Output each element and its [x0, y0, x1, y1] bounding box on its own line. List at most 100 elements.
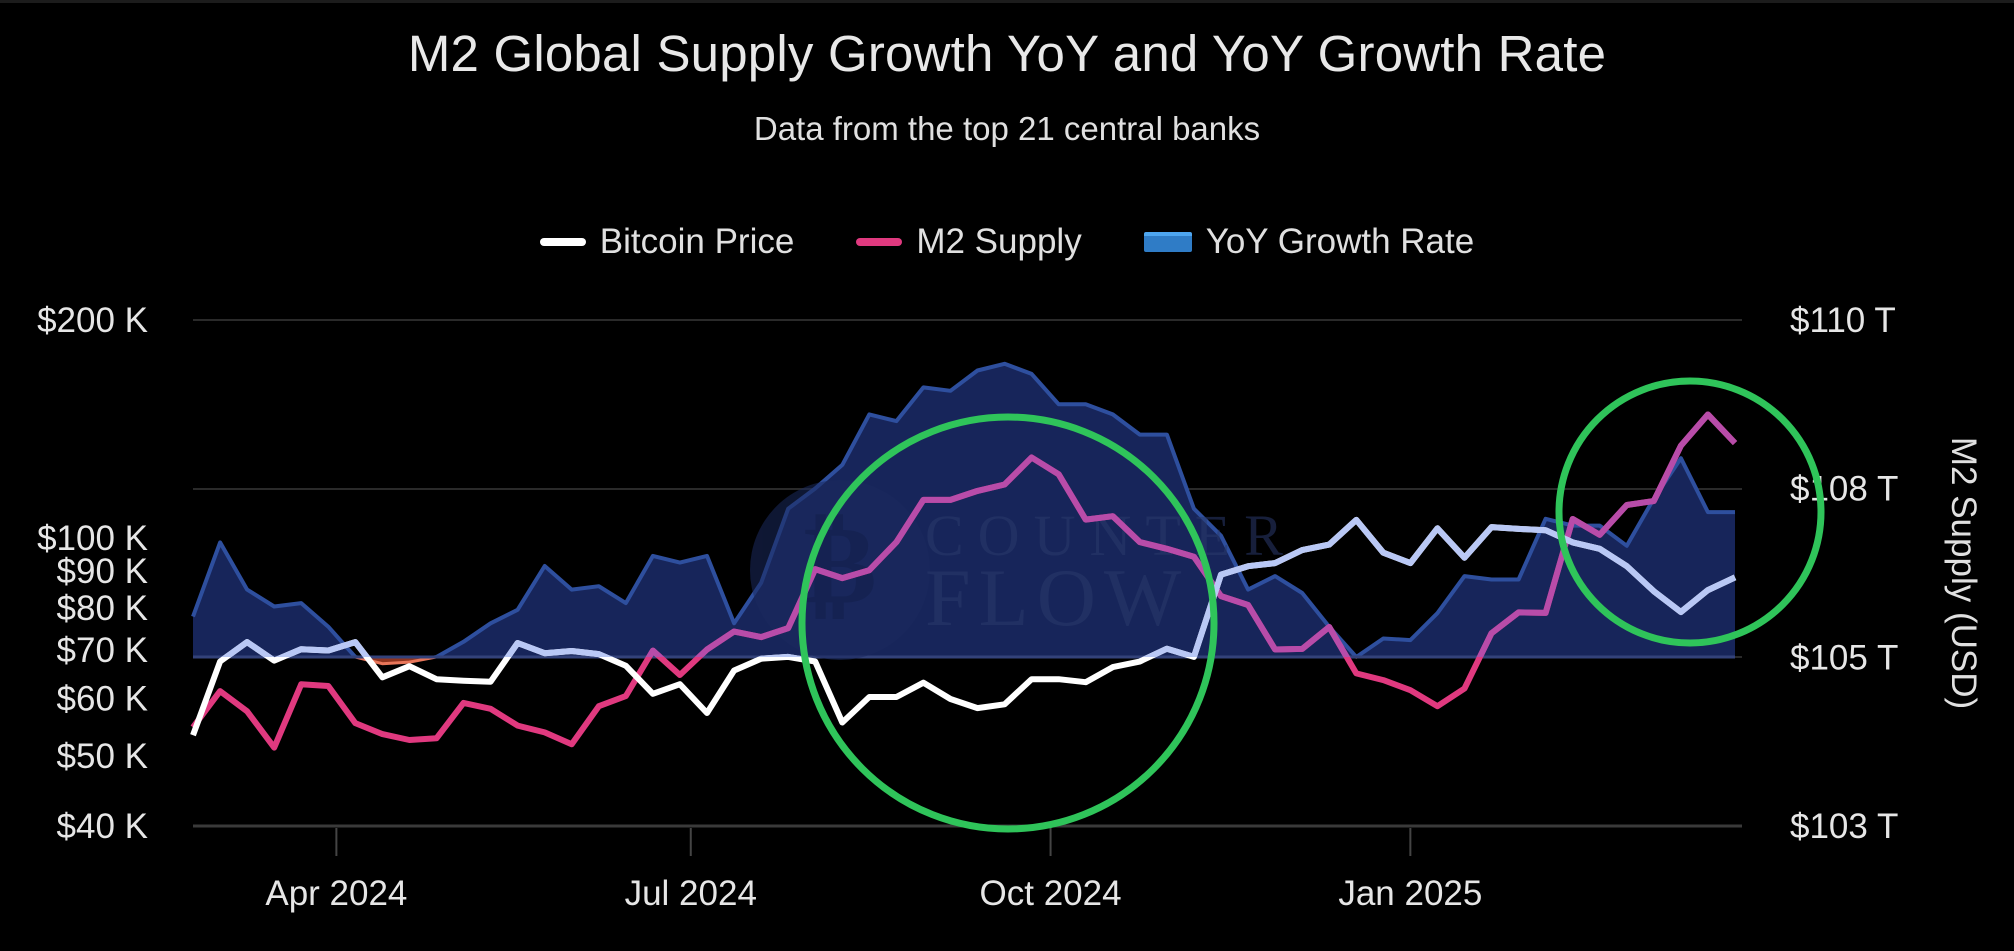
yoy-growth-area-positive: [193, 363, 1735, 657]
bitcoin-price-point: [705, 711, 709, 715]
m2-supply-point: [1138, 540, 1142, 544]
bitcoin-price-point: [624, 664, 628, 668]
bitcoin-price-point: [489, 680, 493, 684]
bitcoin-price-point: [1408, 561, 1412, 565]
yoy-growth-point: [353, 655, 357, 659]
bitcoin-price-point: [678, 682, 682, 686]
m2-supply-point: [1354, 671, 1358, 675]
bitcoin-price-point: [407, 664, 411, 668]
m2-line-swatch-icon: [856, 238, 903, 246]
legend-item-bitcoin-price[interactable]: Bitcoin Price: [539, 222, 794, 262]
m2-supply-point: [1625, 503, 1629, 507]
bitcoin-price-point: [245, 640, 249, 644]
bitcoin-price-point: [1111, 665, 1115, 669]
yoy-growth-point: [380, 662, 384, 666]
highlight-circle-mar-2025: [1555, 377, 1825, 647]
yoy-growth-point: [1544, 517, 1548, 521]
right-axis-tick-label: $103 T: [1790, 807, 1898, 846]
bitcoin-price-point: [1598, 547, 1602, 551]
yoy-growth-point: [624, 601, 628, 605]
right-axis-tick-label: $108 T: [1790, 470, 1898, 509]
m2-supply-point: [191, 725, 195, 729]
bitcoin-price-point: [1084, 680, 1088, 684]
m2-supply-point: [597, 704, 601, 708]
yoy-growth-point: [462, 640, 466, 644]
bitcoin-price-point: [921, 681, 925, 685]
bitcoin-price-point: [1165, 647, 1169, 651]
m2-supply-point: [1733, 441, 1737, 445]
bitcoin-price-point: [1490, 525, 1494, 529]
left-axis-tick-label: $80 K: [57, 589, 148, 628]
m2-supply-point: [1273, 647, 1277, 651]
m2-supply-point: [786, 626, 790, 630]
yoy-growth-point: [543, 564, 547, 568]
bitcoin-price-point: [651, 692, 655, 696]
m2-supply-point: [1598, 533, 1602, 537]
yoy-growth-point: [1057, 402, 1061, 406]
m2-supply-point: [1084, 518, 1088, 522]
m2-supply-point: [1192, 555, 1196, 559]
bitcoin-price-point: [759, 657, 763, 661]
left-axis-tick-label: $60 K: [57, 680, 148, 719]
m2-supply-point: [1111, 514, 1115, 518]
yoy-growth-point: [732, 621, 736, 625]
bitcoin-price-point: [1462, 556, 1466, 560]
bitcoin-price-point: [326, 649, 330, 653]
bitcoin-price-point: [1192, 655, 1196, 659]
bitcoin-price-point: [1003, 702, 1007, 706]
m2-supply-point: [1679, 444, 1683, 448]
yoy-growth-point: [1490, 577, 1494, 581]
bitcoin-price-point: [1300, 548, 1304, 552]
bitcoin-price-point: [1381, 551, 1385, 555]
m2-supply-point: [543, 730, 547, 734]
m2-supply-point: [678, 673, 682, 677]
bitcoin-price-point: [976, 706, 980, 710]
m2-supply-point: [759, 635, 763, 639]
yoy-growth-point: [1084, 402, 1088, 406]
bitcoin-price-point: [1246, 564, 1250, 568]
yoy-growth-point: [191, 615, 195, 619]
yoy-growth-point: [1300, 591, 1304, 595]
bitcoin-price-point: [272, 659, 276, 663]
yoy-growth-point: [705, 554, 709, 558]
yoy-growth-point: [948, 389, 952, 393]
m2-supply-point: [462, 701, 466, 705]
m2-supply-point: [1030, 455, 1034, 459]
bitcoin-price-point: [1030, 677, 1034, 681]
bitcoin-price-point: [1679, 610, 1683, 614]
yoy-growth-point: [1138, 433, 1142, 437]
m2-supply-point: [705, 647, 709, 651]
annotations: [798, 377, 1825, 833]
bitcoin-price-point: [570, 649, 574, 653]
yoy-growth-point: [218, 540, 222, 544]
m2-supply-point: [516, 724, 520, 728]
legend-item-yoy-growth-rate[interactable]: YoY Growth Rate: [1143, 222, 1474, 262]
m2-supply-point: [976, 489, 980, 493]
x-axis-tick-label: Jul 2024: [625, 874, 757, 913]
area-swatch-icon: [1143, 232, 1192, 252]
yoy-growth-point: [1652, 497, 1656, 501]
m2-supply-point: [326, 684, 330, 688]
yoy-growth-point: [1165, 433, 1169, 437]
bitcoin-price-point: [191, 733, 195, 737]
legend-item-m2-supply[interactable]: M2 Supply: [856, 222, 1082, 262]
m2-supply-point: [245, 709, 249, 713]
yoy-growth-point: [434, 655, 438, 659]
yoy-growth-point: [976, 369, 980, 373]
yoy-growth-point: [1517, 577, 1521, 581]
yoy-growth-point: [489, 621, 493, 625]
yoy-growth-point: [1030, 372, 1034, 376]
yoy-growth-point: [1679, 456, 1683, 460]
yoy-growth-point: [921, 385, 925, 389]
yoy-growth-point: [1733, 510, 1737, 514]
bitcoin-price-point: [516, 641, 520, 645]
m2-supply-point: [948, 498, 952, 502]
bitcoin-price-point: [218, 659, 222, 663]
bitcoin-price-point: [1733, 575, 1737, 579]
bitcoin-price-point: [1327, 543, 1331, 547]
m2-supply-point: [840, 576, 844, 580]
m2-supply-point: [894, 540, 898, 544]
bitcoin-line-swatch-icon: [539, 238, 586, 246]
bitcoin-price-point: [1571, 540, 1575, 544]
m2-supply-point: [272, 746, 276, 750]
